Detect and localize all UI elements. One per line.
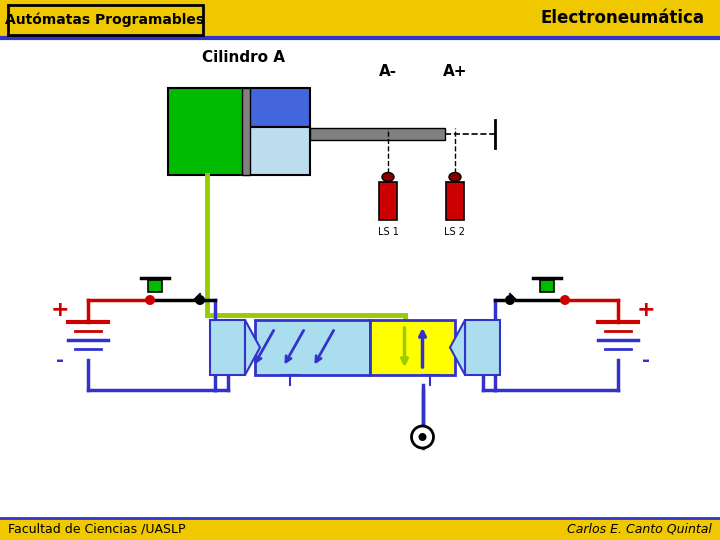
Bar <box>379 182 397 220</box>
Bar <box>0 518 720 540</box>
Bar <box>210 320 245 375</box>
Text: LS 2: LS 2 <box>444 227 466 237</box>
Text: Autómatas Programables: Autómatas Programables <box>6 13 204 27</box>
Bar <box>168 88 246 175</box>
Circle shape <box>195 295 205 305</box>
Text: -: - <box>642 350 650 369</box>
Ellipse shape <box>449 172 461 181</box>
Text: A-: A- <box>379 64 397 79</box>
Circle shape <box>145 295 155 305</box>
Text: Electroneumática: Electroneumática <box>541 9 705 27</box>
Circle shape <box>560 295 570 305</box>
Bar <box>246 127 310 175</box>
Circle shape <box>418 433 426 441</box>
Bar <box>148 280 162 292</box>
Circle shape <box>505 295 515 305</box>
Text: Cilindro A: Cilindro A <box>202 51 284 65</box>
Bar <box>255 320 370 375</box>
Bar <box>465 320 500 375</box>
Bar <box>370 320 455 375</box>
Polygon shape <box>450 320 465 375</box>
Polygon shape <box>245 320 260 375</box>
Ellipse shape <box>382 172 394 181</box>
Text: +: + <box>50 300 69 320</box>
Bar <box>246 88 310 127</box>
Text: Carlos E. Canto Quintal: Carlos E. Canto Quintal <box>567 523 712 536</box>
Text: Facultad de Ciencias /UASLP: Facultad de Ciencias /UASLP <box>8 523 186 536</box>
Bar <box>446 182 464 220</box>
Bar <box>310 127 445 139</box>
Text: A+: A+ <box>443 64 467 79</box>
Bar <box>540 280 554 292</box>
Text: -: - <box>56 350 64 369</box>
Text: LS 1: LS 1 <box>377 227 398 237</box>
Bar <box>242 88 250 175</box>
Bar <box>0 0 720 38</box>
Bar <box>8 5 203 35</box>
Text: +: + <box>636 300 655 320</box>
Circle shape <box>412 426 433 448</box>
